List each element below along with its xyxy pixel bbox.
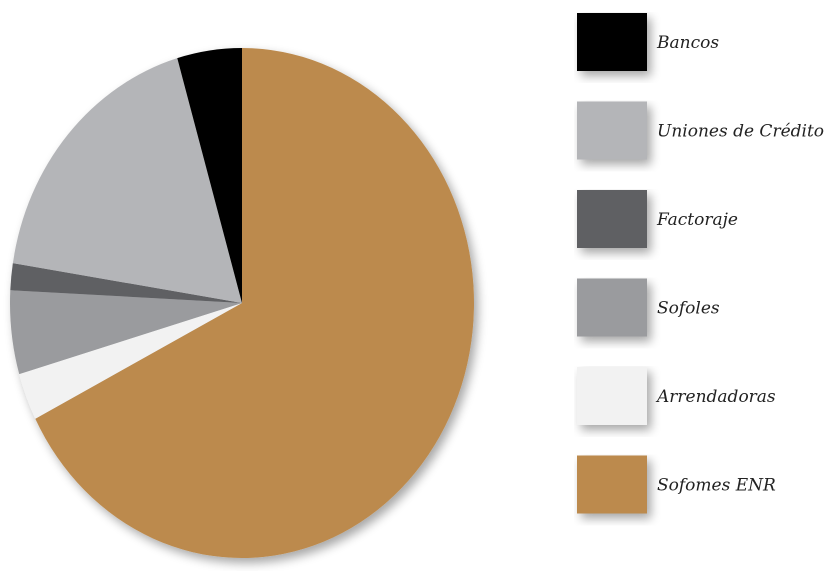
legend: Bancos Uniones de Crédito Factoraje Sofoles…	[577, 13, 824, 514]
legend-label-sofoles: Sofoles	[657, 299, 720, 319]
pie-slice-bancos	[177, 48, 242, 303]
pie-slice-sofoles	[9, 290, 242, 375]
legend-label-arrendadoras: Arrendadoras	[655, 387, 776, 407]
legend-label-uniones-de-credito: Uniones de Crédito	[657, 122, 824, 142]
pie-slices	[9, 47, 475, 558]
legend-swatch-factoraje	[577, 190, 647, 248]
legend-label-bancos: Bancos	[656, 33, 719, 53]
pie-slice-arrendadoras	[19, 303, 243, 419]
legend-label-factoraje: Factoraje	[656, 210, 738, 230]
legend-swatch-sofoles	[577, 278, 647, 337]
legend-swatch-bancos	[577, 13, 647, 71]
legend-swatch-uniones-de-credito	[577, 101, 647, 160]
legend-swatch-arrendadoras	[577, 367, 647, 425]
pie-slice-sofomes-enr	[35, 47, 475, 558]
legend-swatch-sofomes-enr	[577, 455, 647, 514]
legend-label-sofomes-enr: Sofomes ENR	[657, 476, 776, 496]
pie-slice-uniones-de-credito	[12, 58, 242, 303]
pie-slice-factoraje	[10, 263, 243, 303]
